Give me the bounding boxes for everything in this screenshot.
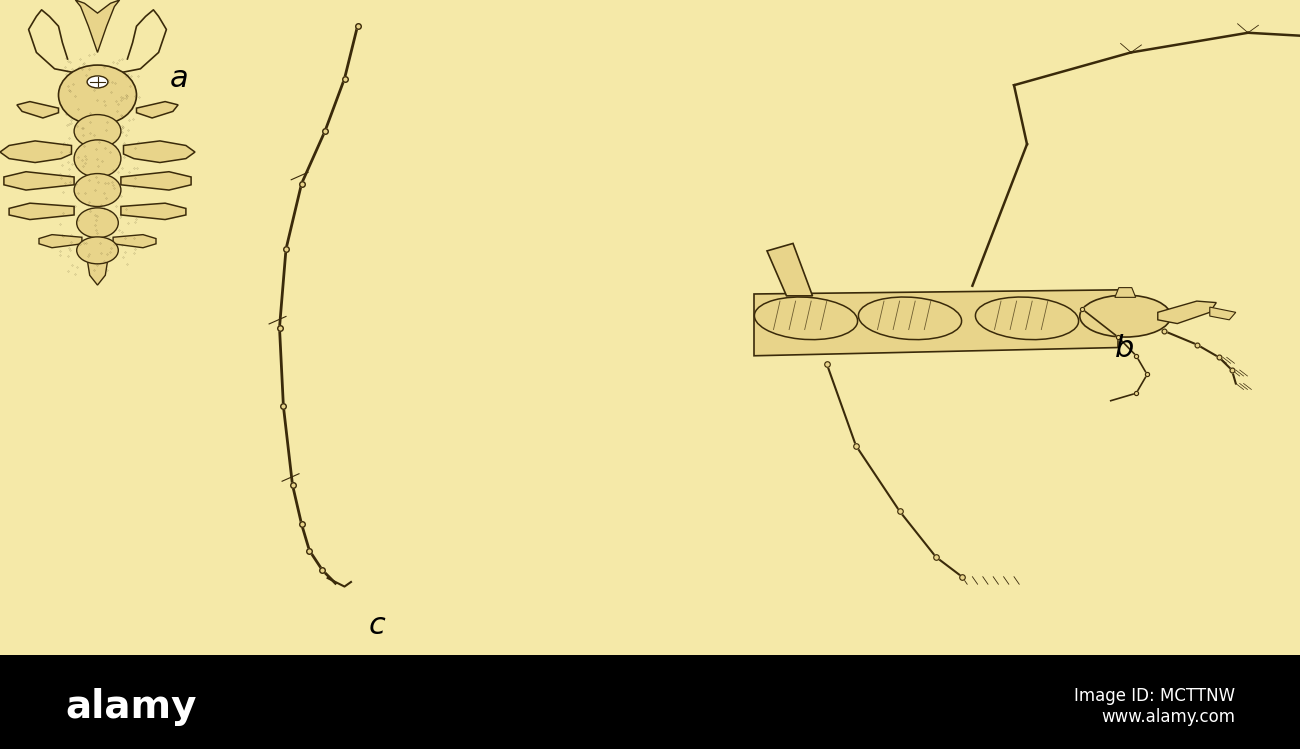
Ellipse shape bbox=[77, 207, 118, 238]
Ellipse shape bbox=[74, 115, 121, 148]
Ellipse shape bbox=[975, 297, 1079, 339]
Polygon shape bbox=[1158, 301, 1217, 324]
Polygon shape bbox=[121, 172, 191, 190]
Ellipse shape bbox=[74, 174, 121, 207]
Polygon shape bbox=[767, 243, 812, 296]
Text: c: c bbox=[369, 611, 385, 640]
Ellipse shape bbox=[74, 140, 121, 178]
Ellipse shape bbox=[58, 65, 136, 125]
Polygon shape bbox=[17, 102, 58, 118]
Ellipse shape bbox=[858, 297, 962, 339]
Polygon shape bbox=[0, 141, 72, 163]
Polygon shape bbox=[754, 290, 1118, 356]
Polygon shape bbox=[4, 172, 74, 190]
Polygon shape bbox=[9, 203, 74, 219]
Polygon shape bbox=[124, 141, 195, 163]
Bar bbox=[0, 655, 1300, 749]
Text: b: b bbox=[1115, 334, 1134, 363]
Ellipse shape bbox=[77, 237, 118, 264]
Ellipse shape bbox=[1080, 295, 1171, 337]
Polygon shape bbox=[113, 234, 156, 248]
Polygon shape bbox=[1115, 288, 1136, 297]
Ellipse shape bbox=[754, 297, 858, 339]
Polygon shape bbox=[87, 259, 108, 285]
Polygon shape bbox=[136, 102, 178, 118]
Text: Image ID: MCTTNW
www.alamy.com: Image ID: MCTTNW www.alamy.com bbox=[1074, 688, 1235, 727]
Polygon shape bbox=[75, 0, 120, 52]
Ellipse shape bbox=[87, 76, 108, 88]
Polygon shape bbox=[39, 234, 82, 248]
Polygon shape bbox=[1210, 307, 1236, 320]
Text: a: a bbox=[170, 64, 188, 93]
Polygon shape bbox=[121, 203, 186, 219]
Text: alamy: alamy bbox=[65, 688, 196, 726]
